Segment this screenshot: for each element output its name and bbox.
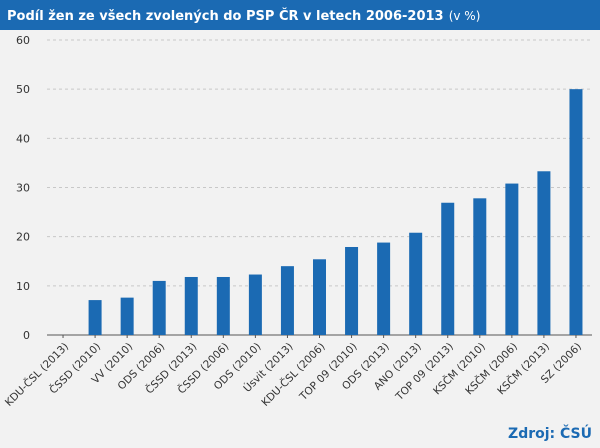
x-tick-label: TOP 09 (2013) xyxy=(393,341,456,404)
bar xyxy=(569,89,583,336)
chart-title-bar: Podíl žen ze všech zvolených do PSP ČR v… xyxy=(0,0,600,30)
chart-title: Podíl žen ze všech zvolených do PSP ČR v… xyxy=(7,9,444,24)
bar xyxy=(152,280,166,335)
y-tick-label: 40 xyxy=(16,132,30,145)
bar xyxy=(409,232,423,335)
y-tick-label: 0 xyxy=(23,329,30,342)
bar xyxy=(345,246,359,335)
bar xyxy=(120,297,134,335)
bar xyxy=(216,276,230,335)
bar xyxy=(505,183,519,335)
bar xyxy=(313,259,326,335)
bar xyxy=(248,274,262,335)
y-tick-label: 30 xyxy=(16,182,30,195)
y-tick-label: 50 xyxy=(16,83,30,96)
bar xyxy=(377,242,391,335)
bar xyxy=(280,266,294,335)
bar xyxy=(184,276,198,335)
bar xyxy=(441,202,455,335)
y-tick-label: 20 xyxy=(16,231,30,244)
bar xyxy=(88,300,102,335)
chart-title-unit: (v %) xyxy=(448,9,481,23)
bar xyxy=(537,171,551,335)
bar xyxy=(473,198,487,335)
y-tick-label: 60 xyxy=(16,34,30,47)
source-note: Zdroj: ČSÚ xyxy=(508,426,592,442)
x-tick-label: TOP 09 (2010) xyxy=(297,341,360,404)
y-tick-label: 10 xyxy=(16,280,30,293)
